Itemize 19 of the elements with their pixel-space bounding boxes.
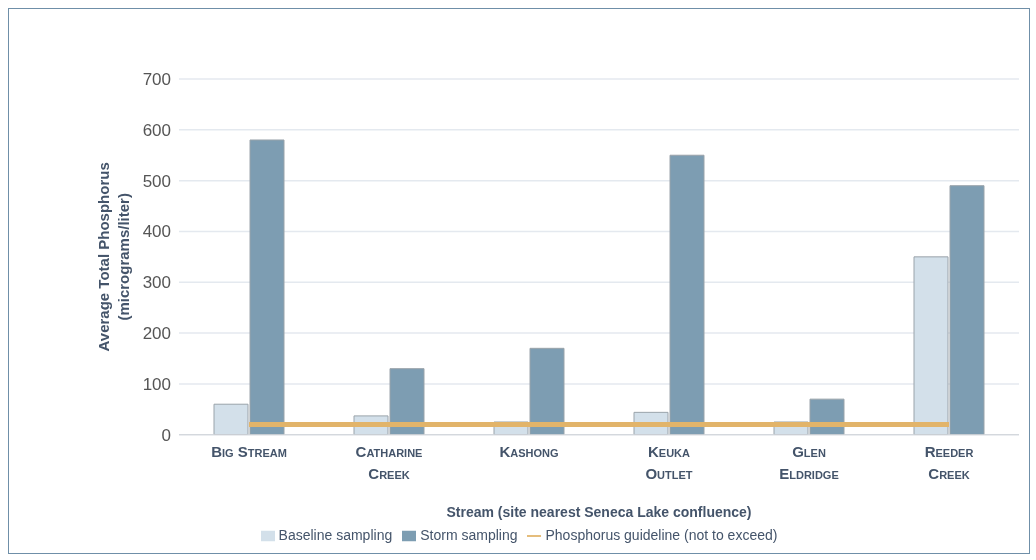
- y-tick-label: 300: [142, 273, 171, 293]
- y-axis-title: Average Total Phosphorus (micrograms/liter): [95, 162, 132, 352]
- y-tick-label: 600: [142, 120, 171, 140]
- y-tick-label: 200: [142, 324, 171, 344]
- x-tick-label: Glen Eldridge: [779, 442, 839, 482]
- x-tick-label: Keuka Outlet: [645, 442, 693, 482]
- legend-label: Storm sampling: [420, 526, 518, 543]
- y-tick-label: 100: [142, 374, 171, 394]
- y-tick-label: 0: [161, 425, 171, 445]
- x-tick-label: Big Stream: [211, 442, 287, 460]
- y-tick-label: 700: [142, 70, 171, 90]
- y-tick-label: 400: [142, 222, 171, 242]
- x-tick-label: Reeder Creek: [924, 442, 974, 482]
- legend-label: Baseline sampling: [278, 526, 393, 543]
- x-axis-title: Stream (site nearest Seneca Lake confluence): [446, 503, 752, 520]
- x-tick-label: Kashong: [499, 442, 559, 460]
- x-tick-label: Catharine Creek: [355, 442, 423, 482]
- legend-label: Phosphorus guideline (not to exceed): [545, 526, 778, 543]
- y-tick-label: 500: [142, 171, 171, 191]
